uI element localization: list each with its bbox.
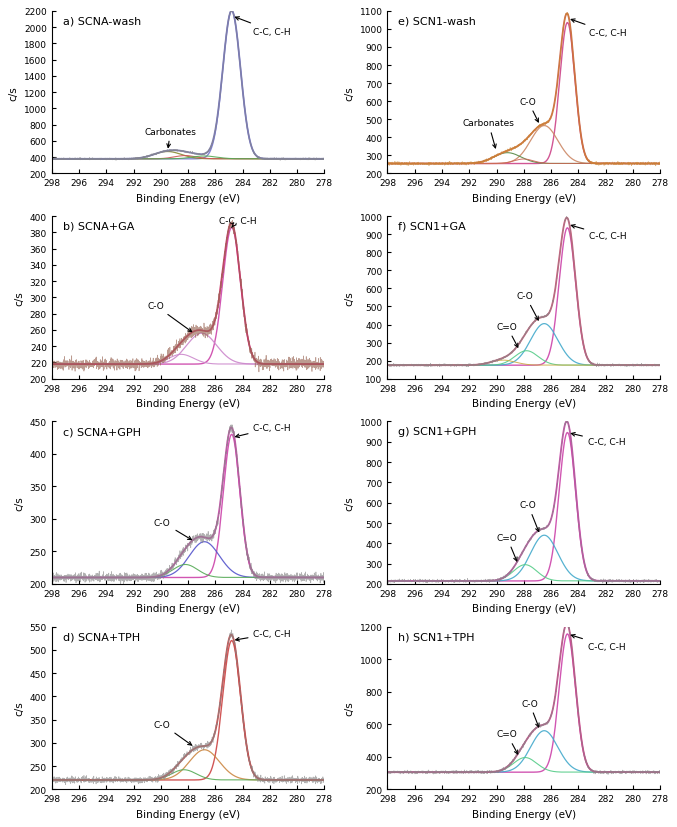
Text: g) SCN1+GPH: g) SCN1+GPH: [398, 427, 477, 437]
X-axis label: Binding Energy (eV): Binding Energy (eV): [136, 809, 240, 819]
Text: C-C, C-H: C-C, C-H: [236, 17, 291, 36]
Y-axis label: c/s: c/s: [14, 700, 24, 715]
Text: e) SCN1-wash: e) SCN1-wash: [398, 17, 476, 26]
Text: C-C, C-H: C-C, C-H: [236, 629, 291, 641]
Text: C=O: C=O: [496, 729, 518, 754]
Text: h) SCN1+TPH: h) SCN1+TPH: [398, 632, 475, 642]
Text: C-C, C-H: C-C, C-H: [219, 217, 256, 228]
Text: C-O: C-O: [154, 518, 192, 540]
X-axis label: Binding Energy (eV): Binding Energy (eV): [472, 809, 576, 819]
Y-axis label: c/s: c/s: [8, 86, 18, 100]
Text: C-C, C-H: C-C, C-H: [571, 20, 627, 38]
Text: C-C, C-H: C-C, C-H: [236, 424, 291, 438]
Y-axis label: c/s: c/s: [344, 86, 354, 100]
Text: C-O: C-O: [520, 98, 538, 123]
Text: c) SCNA+GPH: c) SCNA+GPH: [63, 427, 141, 437]
Text: C-C, C-H: C-C, C-H: [571, 433, 626, 447]
Text: a) SCNA-wash: a) SCNA-wash: [63, 17, 141, 26]
X-axis label: Binding Energy (eV): Binding Energy (eV): [136, 194, 240, 203]
Text: C-C, C-H: C-C, C-H: [571, 225, 627, 241]
X-axis label: Binding Energy (eV): Binding Energy (eV): [136, 399, 240, 409]
X-axis label: Binding Energy (eV): Binding Energy (eV): [472, 604, 576, 614]
X-axis label: Binding Energy (eV): Binding Energy (eV): [472, 194, 576, 203]
Y-axis label: c/s: c/s: [344, 700, 354, 715]
Text: C-O: C-O: [521, 699, 539, 727]
Text: f) SCN1+GA: f) SCN1+GA: [398, 222, 466, 232]
Y-axis label: c/s: c/s: [344, 290, 354, 305]
Text: C-O: C-O: [147, 302, 192, 332]
Text: C=O: C=O: [496, 533, 517, 562]
X-axis label: Binding Energy (eV): Binding Energy (eV): [472, 399, 576, 409]
Y-axis label: c/s: c/s: [14, 495, 24, 510]
Text: d) SCNA+TPH: d) SCNA+TPH: [63, 632, 139, 642]
Text: C-O: C-O: [517, 292, 538, 321]
Text: Carbonates: Carbonates: [462, 119, 515, 149]
X-axis label: Binding Energy (eV): Binding Energy (eV): [136, 604, 240, 614]
Text: b) SCNA+GA: b) SCNA+GA: [63, 222, 134, 232]
Text: C-O: C-O: [520, 500, 539, 532]
Text: Carbonates: Carbonates: [144, 127, 196, 148]
Y-axis label: c/s: c/s: [344, 495, 354, 510]
Y-axis label: c/s: c/s: [14, 290, 24, 305]
Text: C-O: C-O: [154, 719, 192, 745]
Text: C=O: C=O: [496, 323, 518, 347]
Text: C-C, C-H: C-C, C-H: [571, 634, 626, 651]
